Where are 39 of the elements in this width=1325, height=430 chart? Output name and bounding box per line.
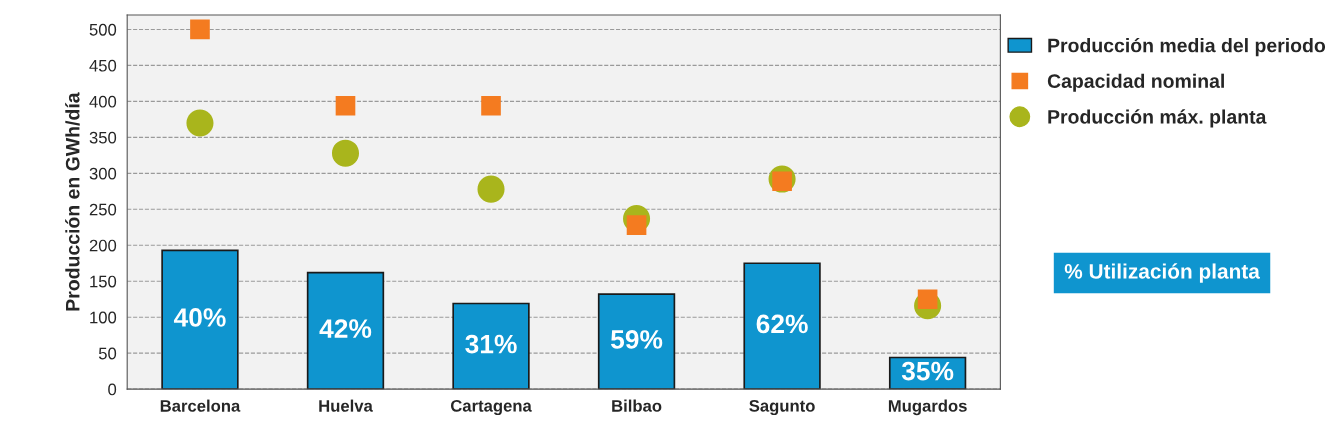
annotation: 35% <box>901 361 954 381</box>
bar <box>161 249 239 390</box>
y-axis-title: Producción en GWh/día <box>65 92 80 311</box>
legend-label: Capacidad nominal <box>1047 73 1224 92</box>
y-tick-label: 200 <box>89 239 117 252</box>
annotation: 31% <box>465 334 517 354</box>
y-tick-label: 100 <box>90 311 117 324</box>
y-tick-label: 50 <box>98 347 117 360</box>
y-tick-label: 400 <box>89 95 117 108</box>
y-tick-label: 250 <box>89 203 117 216</box>
legend-label: Producción máx. planta <box>1048 109 1267 128</box>
point <box>481 95 501 116</box>
x-tick-label: Huelva <box>319 399 373 412</box>
point <box>331 139 360 167</box>
annotation: 40% <box>173 308 226 327</box>
y-tick-label: 450 <box>89 59 117 72</box>
y-tick-label: 0 <box>108 383 117 396</box>
y-tick-label: 350 <box>89 131 117 144</box>
y-tick-label: 500 <box>89 23 117 36</box>
annotation: 42% <box>319 319 372 338</box>
point <box>335 95 356 116</box>
annotation: 59% <box>610 330 663 349</box>
text: % Utilización planta <box>1064 263 1260 283</box>
y-tick-label: 150 <box>90 275 117 288</box>
point <box>186 109 214 137</box>
x-tick-label: Bilbao <box>612 399 662 412</box>
bar <box>306 271 385 390</box>
legend-label: Producción media del periodo <box>1048 37 1325 57</box>
point <box>477 175 505 203</box>
y-tick-label: 300 <box>89 167 117 180</box>
x-tick-label: Barcelona <box>160 399 241 412</box>
annotation: 62% <box>756 314 808 334</box>
bar <box>452 302 530 390</box>
bar <box>597 293 676 390</box>
bar <box>743 262 821 390</box>
point <box>190 19 210 40</box>
x-tick-label: Sagunto <box>749 399 815 416</box>
x-tick-label: Cartagena <box>450 399 532 416</box>
x-tick-label: Mugardos <box>888 399 967 416</box>
